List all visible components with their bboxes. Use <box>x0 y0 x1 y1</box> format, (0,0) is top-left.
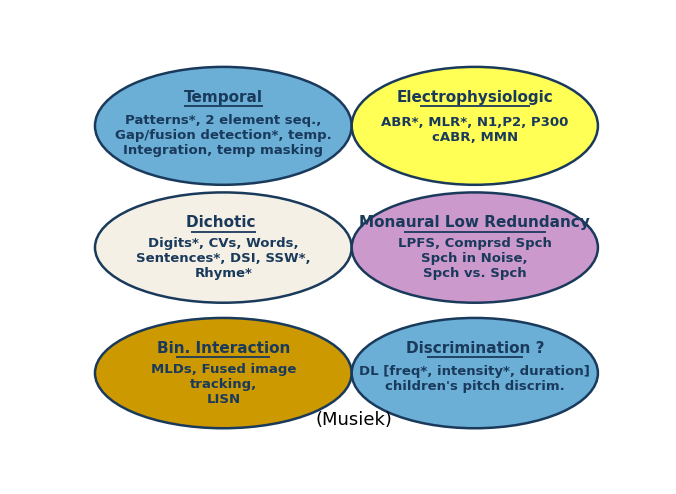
Text: Patterns*, 2 element seq.,
Gap/fusion detection*, temp.
Integration, temp maskin: Patterns*, 2 element seq., Gap/fusion de… <box>115 114 332 157</box>
Ellipse shape <box>352 67 598 185</box>
Text: Temporal: Temporal <box>184 90 263 105</box>
Ellipse shape <box>95 193 352 303</box>
Ellipse shape <box>352 318 598 428</box>
Text: MLDs, Fused image
tracking,
LISN: MLDs, Fused image tracking, LISN <box>151 363 296 406</box>
Ellipse shape <box>95 67 352 185</box>
Text: Dichotic: Dichotic <box>186 215 261 230</box>
Ellipse shape <box>95 318 352 428</box>
Text: ABR*, MLR*, N1,P2, P300
cABR, MMN: ABR*, MLR*, N1,P2, P300 cABR, MMN <box>381 116 569 144</box>
Text: Monaural Low Redundancy: Monaural Low Redundancy <box>360 215 590 230</box>
Text: Electrophysiologic: Electrophysiologic <box>396 90 553 105</box>
Text: Bin. Interaction: Bin. Interaction <box>157 341 290 356</box>
Text: (Musiek): (Musiek) <box>316 411 393 429</box>
Text: LPFS, Comprsd Spch
Spch in Noise,
Spch vs. Spch: LPFS, Comprsd Spch Spch in Noise, Spch v… <box>398 238 552 281</box>
Text: DL [freq*, intensity*, duration]
children's pitch discrim.: DL [freq*, intensity*, duration] childre… <box>360 365 590 393</box>
Ellipse shape <box>352 193 598 303</box>
Text: Discrimination ?: Discrimination ? <box>406 341 544 356</box>
Text: Digits*, CVs, Words,
Sentences*, DSI, SSW*,
Rhyme*: Digits*, CVs, Words, Sentences*, DSI, SS… <box>136 238 311 281</box>
